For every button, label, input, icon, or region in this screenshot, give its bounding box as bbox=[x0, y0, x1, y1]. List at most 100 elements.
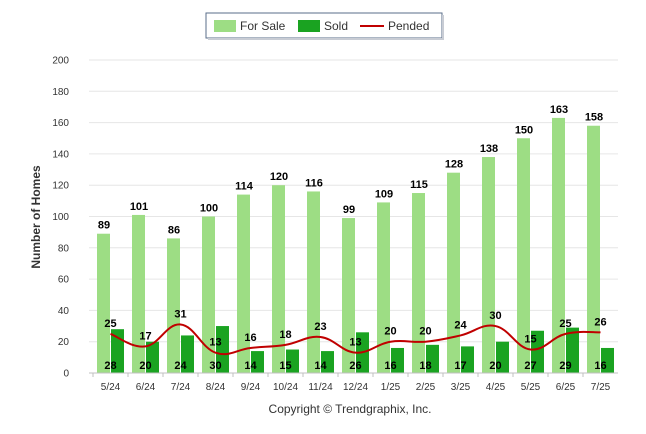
data-label-sold: 15 bbox=[279, 360, 291, 372]
x-tick-label: 6/25 bbox=[556, 382, 576, 393]
x-tick-label: 4/25 bbox=[486, 382, 506, 393]
data-label-pended: 24 bbox=[454, 319, 467, 331]
bar-sold bbox=[601, 347, 614, 373]
data-label-for-sale: 101 bbox=[130, 201, 148, 213]
data-label-sold: 16 bbox=[594, 360, 606, 372]
data-label-sold: 30 bbox=[209, 360, 221, 372]
data-label-sold: 14 bbox=[314, 360, 327, 372]
data-label-pended: 20 bbox=[384, 326, 396, 338]
data-label-sold: 20 bbox=[139, 360, 151, 372]
bar-for-sale bbox=[517, 138, 530, 373]
legend-shadow bbox=[208, 38, 444, 40]
bar-for-sale bbox=[237, 194, 250, 373]
data-label-for-sale: 116 bbox=[305, 177, 323, 189]
data-label-pended: 20 bbox=[419, 326, 431, 338]
x-tick-label: 5/24 bbox=[101, 382, 121, 393]
y-tick-label: 120 bbox=[52, 181, 69, 192]
data-label-pended: 30 bbox=[489, 310, 501, 322]
data-label-sold: 20 bbox=[489, 360, 501, 372]
data-label-sold: 24 bbox=[174, 360, 187, 372]
pended-line-layer bbox=[110, 323, 601, 356]
y-tick-label: 100 bbox=[52, 212, 69, 223]
legend-label-pended: Pended bbox=[388, 19, 429, 33]
x-tick-label: 9/24 bbox=[241, 382, 261, 393]
data-label-for-sale: 128 bbox=[445, 159, 463, 171]
bar-sold bbox=[531, 330, 544, 373]
bar-sold bbox=[286, 349, 299, 373]
data-label-for-sale: 163 bbox=[550, 104, 568, 116]
x-tick-label: 1/25 bbox=[381, 382, 401, 393]
legend-swatch-for-sale bbox=[214, 20, 236, 32]
bar-for-sale bbox=[167, 238, 180, 373]
bar-for-sale bbox=[552, 117, 565, 373]
bar-sold bbox=[146, 341, 159, 373]
data-label-pended: 17 bbox=[139, 330, 151, 342]
x-tick-label: 11/24 bbox=[308, 382, 333, 393]
data-label-for-sale: 86 bbox=[168, 224, 180, 236]
x-tick-label: 6/24 bbox=[136, 382, 156, 393]
legend-label-sold: Sold bbox=[324, 19, 348, 33]
bar-for-sale bbox=[482, 157, 495, 373]
bar-for-sale bbox=[97, 233, 110, 373]
y-tick-label: 0 bbox=[63, 369, 69, 380]
copyright-credit: Copyright © Trendgraphix, Inc. bbox=[269, 402, 432, 416]
legend: For Sale Sold Pended bbox=[205, 12, 444, 40]
data-label-pended: 23 bbox=[314, 321, 326, 333]
y-axis-title: Number of Homes bbox=[29, 165, 43, 269]
x-tick-label: 7/25 bbox=[591, 382, 611, 393]
x-axis: 5/24 6/24 7/24 8/24 9/24 10/24 11/24 12/24 1/25 2… bbox=[89, 372, 618, 393]
x-tick-label: 5/25 bbox=[521, 382, 541, 393]
x-tick-label: 3/25 bbox=[451, 382, 471, 393]
data-label-pended: 26 bbox=[594, 316, 606, 328]
legend-swatch-sold bbox=[298, 20, 320, 32]
data-label-for-sale: 120 bbox=[270, 171, 288, 183]
bar-sold bbox=[496, 341, 509, 373]
data-label-sold: 16 bbox=[384, 360, 396, 372]
data-label-for-sale: 89 bbox=[98, 220, 110, 232]
data-label-pended: 13 bbox=[209, 337, 221, 349]
data-labels: 89 28 101 20 86 24 100 30 114 14 120 15 116 14 99 26 109… bbox=[98, 104, 607, 372]
data-label-sold: 17 bbox=[454, 360, 466, 372]
y-axis: 0 20 40 60 80 100 120 140 160 180 200 bbox=[52, 56, 69, 380]
data-label-pended: 15 bbox=[524, 334, 536, 346]
line-pended bbox=[110, 323, 601, 356]
y-tick-label: 200 bbox=[52, 56, 69, 67]
bar-for-sale bbox=[307, 191, 320, 373]
data-label-for-sale: 109 bbox=[375, 188, 393, 200]
bars bbox=[97, 117, 614, 373]
bar-for-sale bbox=[132, 214, 145, 373]
data-label-sold: 27 bbox=[524, 360, 536, 372]
y-tick-label: 140 bbox=[52, 149, 69, 160]
y-tick-label: 40 bbox=[58, 306, 70, 317]
x-tick-label: 7/24 bbox=[171, 382, 191, 393]
data-label-for-sale: 158 bbox=[585, 112, 603, 124]
bar-sold bbox=[566, 327, 579, 373]
y-tick-label: 20 bbox=[58, 337, 70, 348]
x-tick-label: 8/24 bbox=[206, 382, 226, 393]
bar-sold bbox=[391, 347, 404, 373]
bar-sold bbox=[461, 346, 474, 373]
data-label-sold: 29 bbox=[559, 360, 571, 372]
data-label-sold: 14 bbox=[244, 360, 257, 372]
data-label-pended: 16 bbox=[244, 332, 256, 344]
y-tick-label: 80 bbox=[58, 243, 70, 254]
bar-for-sale bbox=[587, 125, 600, 373]
legend-label-for-sale: For Sale bbox=[240, 19, 286, 33]
data-label-sold: 28 bbox=[104, 360, 116, 372]
bar-for-sale bbox=[447, 172, 460, 373]
bar-sold bbox=[216, 326, 229, 373]
x-tick-label: 10/24 bbox=[273, 382, 298, 393]
data-label-pended: 25 bbox=[559, 318, 571, 330]
data-label-sold: 26 bbox=[349, 360, 361, 372]
bar-for-sale bbox=[377, 202, 390, 373]
y-tick-label: 60 bbox=[58, 275, 70, 286]
data-label-pended: 25 bbox=[104, 318, 116, 330]
data-label-pended: 18 bbox=[279, 329, 291, 341]
x-tick-label: 2/25 bbox=[416, 382, 436, 393]
x-tick-label: 12/24 bbox=[343, 382, 368, 393]
data-label-sold: 18 bbox=[419, 360, 431, 372]
bar-sold bbox=[181, 335, 194, 373]
data-label-for-sale: 150 bbox=[515, 124, 533, 136]
y-tick-label: 180 bbox=[52, 87, 69, 98]
